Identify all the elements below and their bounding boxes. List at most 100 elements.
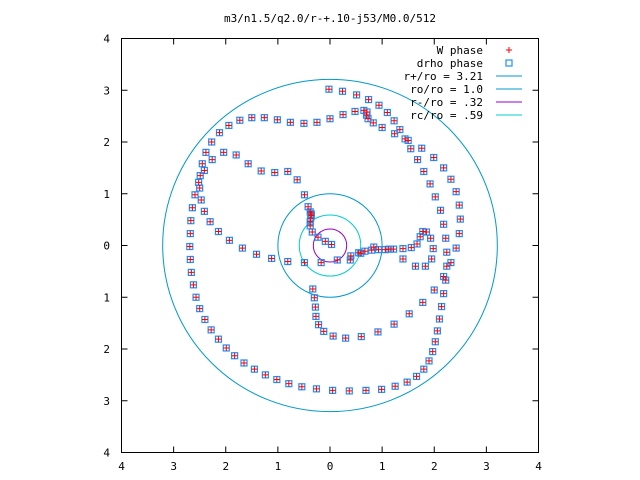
- w-point: [309, 285, 316, 292]
- w-point: [329, 387, 336, 394]
- w-point: [378, 386, 385, 393]
- w-point: [285, 380, 292, 387]
- legend-label: ro/ro = 1.0: [410, 83, 483, 96]
- w-point: [423, 229, 430, 236]
- w-point: [223, 344, 230, 351]
- w-point: [362, 387, 369, 394]
- w-point: [248, 114, 255, 121]
- y-tick-label: 3: [103, 395, 110, 408]
- w-point: [186, 243, 193, 250]
- w-point: [208, 326, 215, 333]
- w-point: [419, 228, 426, 235]
- w-point: [365, 115, 372, 122]
- w-point: [375, 102, 382, 109]
- w-point: [209, 156, 216, 163]
- reference-circle: [162, 78, 498, 413]
- x-tick-labels: 4 3 2 1 0 1 2 3 4: [118, 460, 542, 473]
- w-point: [195, 179, 202, 186]
- w-point: [419, 299, 426, 306]
- w-point: [412, 263, 419, 270]
- w-point: [284, 258, 291, 265]
- w-point: [396, 126, 403, 133]
- legend-square-swatch: [505, 59, 513, 67]
- w-point: [440, 273, 447, 280]
- w-point: [363, 112, 370, 119]
- w-point: [239, 245, 246, 252]
- w-point: [418, 145, 425, 152]
- w-point: [315, 234, 322, 241]
- w-point: [327, 115, 333, 122]
- w-point: [320, 328, 327, 335]
- w-point: [308, 212, 315, 219]
- w-point: [453, 245, 460, 252]
- w-point: [309, 229, 316, 236]
- w-point: [189, 204, 196, 211]
- w-point: [240, 359, 247, 366]
- w-point: [294, 176, 301, 183]
- w-point: [437, 207, 444, 214]
- w-point: [245, 160, 252, 167]
- y-tick-label: 0: [103, 240, 110, 253]
- w-point: [322, 238, 329, 245]
- reference-circle: [298, 214, 362, 277]
- w-point: [201, 167, 208, 174]
- w-point: [330, 333, 337, 340]
- w-point: [429, 348, 436, 355]
- w-point: [355, 249, 362, 256]
- w-point: [191, 191, 198, 198]
- w-point: [414, 156, 421, 163]
- w-point: [313, 119, 320, 126]
- w-point: [342, 335, 349, 342]
- w-point: [340, 111, 347, 118]
- w-point: [215, 228, 222, 235]
- w-point: [430, 245, 437, 252]
- w-point: [307, 222, 314, 229]
- y-tick-label: 4: [103, 33, 110, 46]
- reference-circles: [162, 78, 498, 413]
- w-point: [370, 244, 377, 251]
- axis-ticks: [121, 38, 539, 453]
- legend-label: drho phase: [417, 57, 483, 70]
- w-point: [457, 216, 464, 223]
- w-point: [311, 294, 318, 301]
- w-point: [187, 230, 194, 237]
- y-tick-label: 2: [103, 136, 110, 149]
- w-point: [236, 117, 243, 124]
- w-point: [307, 215, 314, 222]
- w-point: [431, 287, 438, 294]
- w-point: [315, 321, 322, 328]
- w-point: [430, 154, 437, 161]
- w-point: [207, 218, 214, 225]
- x-tick-label: 4: [118, 460, 125, 473]
- w-point: [440, 221, 447, 228]
- w-point: [426, 357, 433, 364]
- w-point: [374, 328, 381, 335]
- w-point: [442, 235, 449, 242]
- chart-title: m3/n1.5/q2.0/r-+.10-j53/M0.0/512: [224, 12, 436, 25]
- w-point: [226, 237, 233, 244]
- w-point: [391, 321, 398, 328]
- y-tick-labels: 4 3 2 1 0 1 2 3 4: [103, 33, 110, 460]
- x-tick-label: 0: [327, 460, 334, 473]
- w-point: [399, 245, 406, 252]
- w-point: [215, 336, 222, 343]
- w-point: [253, 251, 260, 258]
- w-point: [413, 373, 420, 380]
- w-point: [447, 259, 454, 266]
- w-point: [406, 310, 413, 317]
- x-tick-label: 4: [535, 460, 542, 473]
- w-point: [432, 338, 439, 345]
- w-point: [427, 235, 434, 242]
- x-tick-label: 3: [170, 460, 177, 473]
- x-tick-label: 1: [275, 460, 282, 473]
- w-point: [370, 119, 377, 126]
- w-point: [347, 252, 354, 259]
- w-point: [313, 385, 320, 392]
- w-point: [390, 246, 397, 253]
- w-point: [408, 244, 415, 251]
- w-point: [318, 259, 325, 266]
- legend-label: W phase: [437, 44, 483, 57]
- w-point: [443, 263, 450, 270]
- w-point: [420, 366, 427, 373]
